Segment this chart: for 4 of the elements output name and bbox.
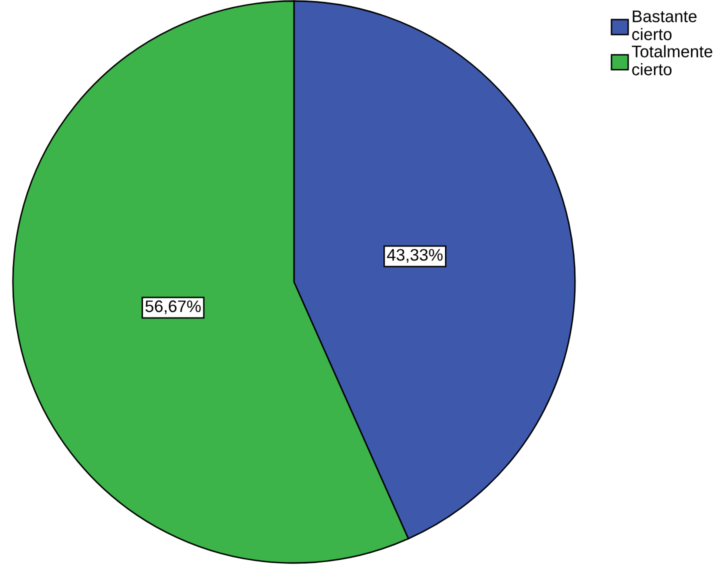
data-label: 56,67%	[145, 300, 201, 314]
data-label: 43,33%	[387, 248, 443, 263]
legend-label: Totalmente cierto	[632, 45, 712, 76]
legend-label: Bastante cierto	[632, 10, 697, 40]
